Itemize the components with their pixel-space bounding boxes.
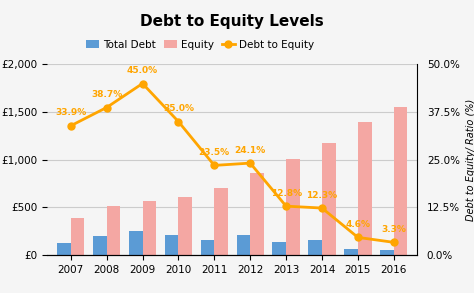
- Text: 33.9%: 33.9%: [55, 108, 86, 117]
- Bar: [93, 236, 107, 255]
- Bar: [344, 249, 358, 255]
- Text: 45.0%: 45.0%: [127, 66, 158, 75]
- Title: Debt to Equity Levels: Debt to Equity Levels: [140, 13, 324, 29]
- Bar: [57, 243, 71, 255]
- Text: 24.1%: 24.1%: [235, 146, 266, 155]
- Bar: [380, 250, 394, 255]
- Legend: Total Debt, Equity, Debt to Equity: Total Debt, Equity, Debt to Equity: [82, 35, 318, 54]
- Text: 3.3%: 3.3%: [382, 225, 406, 234]
- Text: 12.8%: 12.8%: [271, 189, 301, 198]
- Bar: [107, 206, 120, 255]
- Debt to Equity: [319, 206, 325, 210]
- Debt to Equity: [355, 236, 361, 239]
- Debt to Equity: [283, 205, 289, 208]
- Bar: [143, 201, 156, 255]
- Bar: [250, 173, 264, 255]
- Text: 23.5%: 23.5%: [199, 148, 230, 157]
- Bar: [309, 240, 322, 255]
- Line: Debt to Equity: Debt to Equity: [67, 80, 397, 246]
- Text: 4.6%: 4.6%: [346, 220, 370, 229]
- Bar: [286, 159, 300, 255]
- Debt to Equity: [140, 82, 146, 85]
- Bar: [394, 107, 408, 255]
- Y-axis label: Debt to Equity/ Ratio (%): Debt to Equity/ Ratio (%): [465, 98, 474, 221]
- Text: 35.0%: 35.0%: [163, 104, 194, 113]
- Bar: [201, 240, 214, 255]
- Debt to Equity: [68, 124, 73, 127]
- Debt to Equity: [211, 163, 217, 167]
- Bar: [214, 188, 228, 255]
- Debt to Equity: [247, 161, 253, 165]
- Debt to Equity: [391, 241, 397, 244]
- Text: 12.3%: 12.3%: [306, 191, 337, 200]
- Debt to Equity: [104, 106, 109, 109]
- Bar: [273, 241, 286, 255]
- Bar: [178, 197, 192, 255]
- Text: 38.7%: 38.7%: [91, 90, 122, 99]
- Bar: [129, 231, 143, 255]
- Bar: [71, 218, 84, 255]
- Debt to Equity: [175, 120, 181, 123]
- Bar: [358, 122, 372, 255]
- Bar: [322, 143, 336, 255]
- Bar: [165, 235, 178, 255]
- Bar: [237, 235, 250, 255]
